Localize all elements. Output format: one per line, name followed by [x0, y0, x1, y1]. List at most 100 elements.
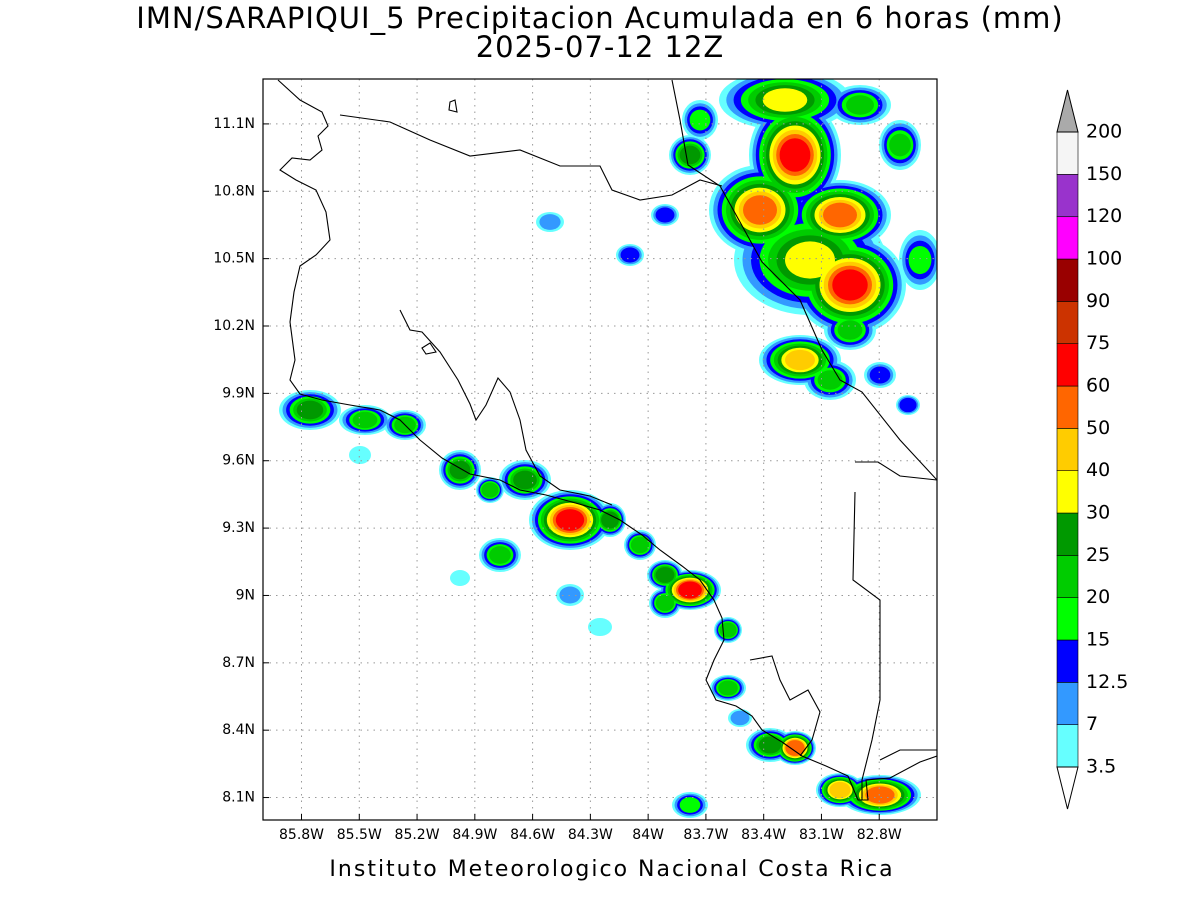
osa-coast — [749, 655, 821, 757]
y-tick-label: 9.3N — [222, 520, 255, 536]
precip-contour — [655, 207, 675, 223]
gulf-coast — [399, 309, 613, 506]
precip-contour — [481, 482, 499, 498]
precipitation-field — [279, 79, 937, 818]
precip-contour — [779, 138, 811, 172]
x-tick-label: 84.6W — [510, 827, 555, 843]
x-tick-label: 84W — [632, 827, 664, 843]
precip-contour — [889, 133, 911, 157]
colorbar-label: 3.5 — [1086, 756, 1116, 778]
colorbar-band — [1056, 682, 1079, 725]
precip-contour — [539, 214, 561, 230]
precip-contour — [679, 145, 701, 165]
y-tick-label: 9.9N — [222, 385, 255, 401]
precip-contour — [865, 786, 895, 804]
colorbar-label: 120 — [1086, 205, 1122, 227]
colorbar-band — [1056, 343, 1079, 387]
colorbar-band — [1056, 555, 1079, 598]
precip-contour — [449, 460, 471, 480]
colorbar-band — [1056, 258, 1079, 302]
precip-contour — [762, 88, 808, 112]
x-tick-label: 84.3W — [568, 827, 613, 843]
x-tick-label: 85.5W — [337, 827, 382, 843]
y-tick-label: 11.1N — [213, 116, 255, 132]
x-tick-label: 83.4W — [741, 827, 786, 843]
colorbar-band — [1056, 724, 1079, 768]
precip-contour — [785, 241, 835, 279]
y-tick-label: 10.8N — [213, 183, 255, 199]
border-north — [339, 114, 723, 201]
coastline — [277, 79, 937, 801]
precip-contour — [655, 567, 675, 583]
colorbar-band — [1056, 428, 1079, 471]
precip-contour — [349, 446, 371, 464]
x-tick-label: 83.1W — [799, 827, 844, 843]
precip-contour — [588, 618, 612, 636]
precip-contour — [296, 400, 324, 420]
precip-contour — [679, 797, 701, 813]
precip-contour — [678, 581, 702, 599]
precip-contour — [489, 546, 511, 564]
border-south — [852, 461, 937, 800]
colorbar-band — [1056, 216, 1079, 260]
caribbean-coast — [671, 79, 937, 481]
colorbar-over — [1056, 89, 1079, 133]
colorbar-band — [1056, 470, 1079, 514]
colorbar: 3.5 7 12.5 15 20 25 30 40 50 60 75 90 100 120 150 200 — [1056, 89, 1128, 810]
precip-contour — [513, 470, 537, 490]
x-tick-label: 82.8W — [857, 827, 902, 843]
colorbar-under — [1056, 766, 1079, 810]
colorbar-label: 50 — [1086, 417, 1110, 439]
colorbar-label: 20 — [1086, 586, 1110, 608]
y-tick-label: 10.2N — [213, 318, 255, 334]
y-tick-label: 8.7N — [222, 655, 255, 671]
precip-contour — [823, 202, 857, 228]
precip-contour — [908, 245, 932, 275]
panama-coast — [879, 749, 937, 761]
x-tick-label: 85.8W — [279, 827, 324, 843]
precip-contour — [655, 594, 675, 612]
colorbar-label: 12.5 — [1086, 671, 1128, 693]
y-tick-label: 8.1N — [222, 790, 255, 806]
footer: Instituto Meteorologico Nacional Costa R… — [329, 857, 894, 882]
colorbar-label: 90 — [1086, 290, 1110, 312]
colorbar-label: 75 — [1086, 332, 1110, 354]
precip-contour — [829, 781, 851, 799]
precip-contour — [785, 740, 805, 756]
precip-contour — [730, 710, 750, 726]
x-tick-label: 83.7W — [683, 827, 728, 843]
precip-contour — [817, 370, 843, 390]
island — [448, 99, 458, 113]
grid: 85.8W 85.5W 85.2W 84.9W 84.6W 84.3W 84W 83.7W 83… — [213, 79, 937, 843]
precip-contour — [758, 736, 782, 754]
colorbar-band — [1056, 174, 1079, 218]
colorbar-label: 7 — [1086, 713, 1098, 735]
colorbar-label: 100 — [1086, 248, 1122, 270]
precip-contour — [743, 195, 777, 225]
subtitle: 2025-07-12 12Z — [476, 30, 725, 64]
precip-contour — [689, 109, 711, 131]
colorbar-label: 30 — [1086, 502, 1110, 524]
y-tick-label: 9.6N — [222, 453, 255, 469]
colorbar-label: 15 — [1086, 629, 1110, 651]
colorbar-label: 200 — [1086, 121, 1122, 143]
precip-contour — [630, 536, 650, 554]
precip-contour — [352, 411, 378, 429]
colorbar-band — [1056, 512, 1079, 556]
precip-contour — [832, 269, 868, 301]
coastlines — [277, 79, 937, 801]
island — [421, 342, 437, 355]
y-tick-label: 10.5N — [213, 251, 255, 267]
colorbar-label: 40 — [1086, 459, 1110, 481]
precip-contour — [785, 349, 815, 371]
colorbar-band — [1056, 385, 1079, 429]
x-tick-label: 84.9W — [452, 827, 497, 843]
x-tick-label: 85.2W — [395, 827, 440, 843]
colorbar-band — [1056, 131, 1079, 175]
title: IMN/SARAPIQUI_5 Precipitacion Acumulada … — [136, 1, 1063, 35]
colorbar-band — [1056, 639, 1079, 683]
precip-contour — [899, 397, 917, 413]
precip-contour — [620, 247, 640, 263]
map-frame — [262, 78, 938, 821]
